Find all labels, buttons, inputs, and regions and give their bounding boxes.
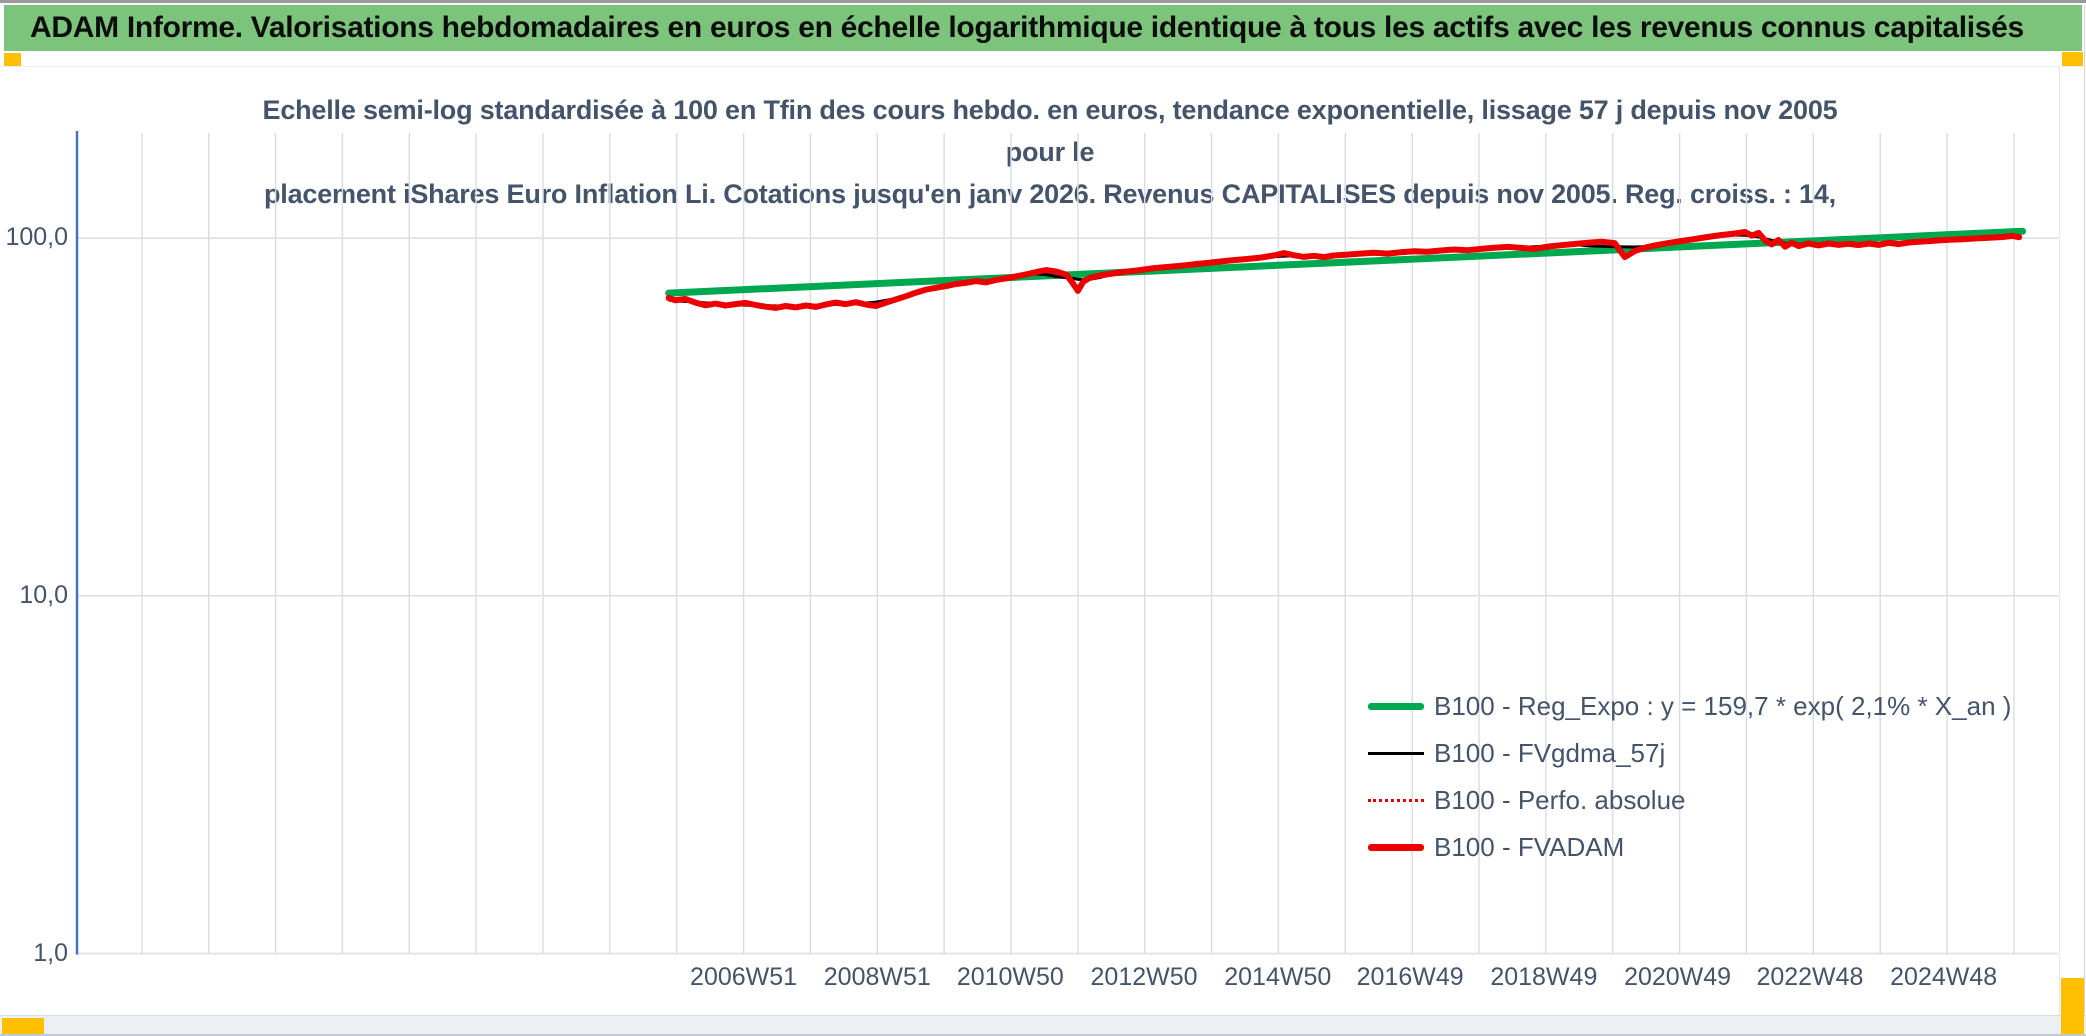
- legend-item-fvgdma: B100 - FVgdma_57j: [1368, 730, 2011, 777]
- legend-item-fvadam: B100 - FVADAM: [1368, 824, 2011, 871]
- x-axis-tick-label: 2016W49: [1356, 963, 1464, 991]
- legend-label: B100 - FVgdma_57j: [1434, 738, 1666, 768]
- chart-title-line1: Echelle semi-log standardisée à 100 en T…: [262, 95, 1838, 167]
- y-axis-tick-label: 10,0: [19, 580, 68, 609]
- legend-item-reg-expo: B100 - Reg_Expo : y = 159,7 * exp( 2,1% …: [1368, 683, 2011, 730]
- y-axis-tick-label: 100,0: [5, 223, 68, 252]
- legend-label: B100 - Reg_Expo : y = 159,7 * exp( 2,1% …: [1434, 691, 2012, 721]
- series-reg-expo: [665, 227, 2027, 297]
- legend-label: B100 - Perfo. absolue: [1434, 785, 1686, 815]
- sheet-header-title: ADAM Informe. Valorisations hebdomadaire…: [30, 11, 2024, 44]
- orange-accent-top-left: [4, 53, 21, 66]
- x-axis-tick-label: 2008W51: [823, 963, 931, 991]
- x-axis-tick-label: 2018W49: [1490, 963, 1598, 991]
- perfo-absolue-line-swatch-icon: [1368, 799, 1424, 802]
- x-axis-tick-label: 2014W50: [1224, 963, 1332, 991]
- legend-label: B100 - FVADAM: [1434, 832, 1625, 862]
- fvadam-line-swatch-icon: [1368, 844, 1424, 851]
- chart-right-border: [2059, 67, 2060, 1015]
- series-perfo-absolue: [668, 230, 2020, 310]
- series-fvadam: [665, 229, 2023, 311]
- vertical-scrollbar-thumb[interactable]: [2061, 978, 2084, 1034]
- horizontal-scrollbar-thumb[interactable]: [2, 1018, 44, 1035]
- x-axis-tick-label: 2020W49: [1624, 963, 1732, 991]
- x-axis-tick-label: 2024W48: [1890, 963, 1998, 991]
- chart-title-line2: placement iShares Euro Inflation Li. Cot…: [264, 179, 1836, 209]
- y-axis-tick-label: 1,0: [33, 938, 68, 967]
- fvgdma-line-swatch-icon: [1368, 752, 1424, 755]
- sheet-header-bar: ADAM Informe. Valorisations hebdomadaire…: [4, 5, 2082, 51]
- reg-expo-line-swatch-icon: [1368, 703, 1424, 710]
- x-axis-tick-label: 2012W50: [1090, 963, 1198, 991]
- pane-divider: [0, 66, 2086, 67]
- orange-accent-top-right: [2062, 52, 2083, 67]
- x-axis-tick-label: 2022W48: [1756, 963, 1864, 991]
- window-right-border: [2084, 5, 2085, 1035]
- horizontal-scrollbar[interactable]: [0, 1015, 2086, 1036]
- chart-legend: B100 - Reg_Expo : y = 159,7 * exp( 2,1% …: [1368, 683, 2011, 871]
- legend-item-perfo-absolue: B100 - Perfo. absolue: [1368, 777, 2011, 824]
- series-fvgdma: [668, 233, 2020, 308]
- x-axis-tick-label: 2006W51: [690, 963, 798, 991]
- x-axis-tick-label: 2010W50: [956, 963, 1064, 991]
- chart-title: Echelle semi-log standardisée à 100 en T…: [250, 89, 1850, 215]
